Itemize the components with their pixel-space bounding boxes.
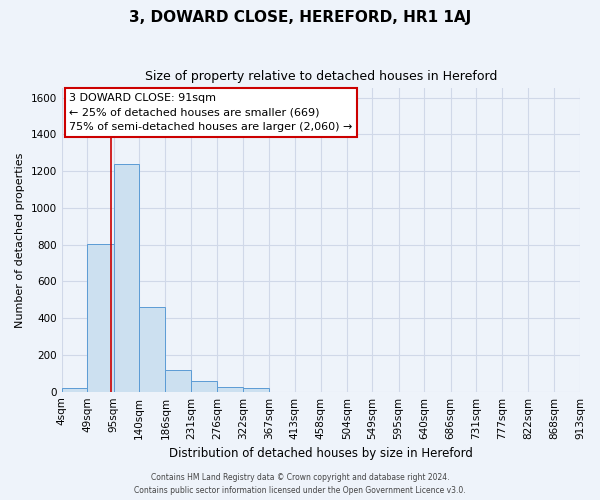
Text: 3 DOWARD CLOSE: 91sqm
← 25% of detached houses are smaller (669)
75% of semi-det: 3 DOWARD CLOSE: 91sqm ← 25% of detached … [70,93,353,132]
Bar [88,244,113,392]
Bar [217,387,243,392]
Y-axis label: Number of detached properties: Number of detached properties [15,152,25,328]
Bar [139,307,166,392]
Text: Contains HM Land Registry data © Crown copyright and database right 2024.
Contai: Contains HM Land Registry data © Crown c… [134,474,466,495]
Bar [191,380,217,392]
Text: 3, DOWARD CLOSE, HEREFORD, HR1 1AJ: 3, DOWARD CLOSE, HEREFORD, HR1 1AJ [129,10,471,25]
Title: Size of property relative to detached houses in Hereford: Size of property relative to detached ho… [145,70,497,83]
Bar [243,388,269,392]
X-axis label: Distribution of detached houses by size in Hereford: Distribution of detached houses by size … [169,447,473,460]
Bar [166,370,191,392]
Bar [113,164,139,392]
Bar [62,388,88,392]
